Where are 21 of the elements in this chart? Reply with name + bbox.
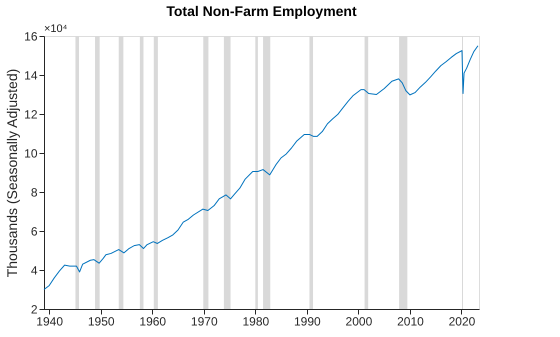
y-tick-label: 8	[30, 186, 38, 200]
y-tick-label: 2	[30, 302, 38, 316]
y-axis-title: Thousands (Seasonally Adjusted)	[4, 68, 20, 278]
chart-title: Total Non-Farm Employment	[166, 3, 357, 19]
x-tick-label: 2020	[448, 314, 476, 328]
line-series	[44, 45, 478, 290]
y-tick-label: 10	[24, 146, 38, 160]
text: ×10⁴	[44, 23, 68, 35]
y-tick-label: 4	[30, 264, 38, 278]
y-tick-label: 6	[30, 224, 38, 238]
x-tick-label: 1960	[139, 314, 166, 328]
x-tick-label: 1990	[294, 314, 322, 328]
y-tick-label: 12	[24, 108, 38, 122]
x-tick-label: 1980	[242, 314, 270, 328]
x-tick-label: 1970	[190, 314, 218, 328]
y-tick-label: 16	[24, 30, 38, 44]
x-tick-label: 2010	[397, 314, 424, 328]
x-tick-label: 1940	[36, 314, 64, 328]
y-tick-label: 14	[24, 68, 38, 82]
x-tick-label: 2000	[346, 314, 373, 328]
x-tick-label: 1950	[88, 314, 115, 328]
